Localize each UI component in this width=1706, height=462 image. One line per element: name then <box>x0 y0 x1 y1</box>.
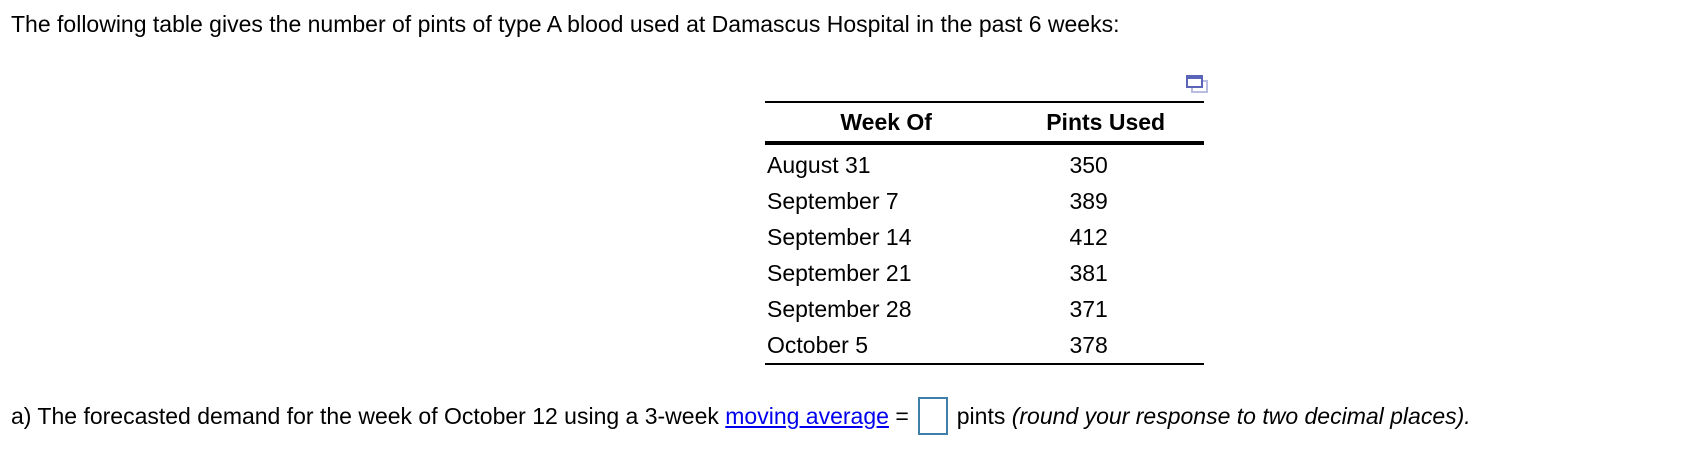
header-week-of: Week Of <box>840 108 932 135</box>
unit-label: pints <box>956 403 1006 429</box>
week-cell: September 21 <box>767 259 912 286</box>
blood-usage-table: Week Of Pints Used August 31 350 Septemb… <box>765 101 1204 365</box>
table-row: October 5 378 <box>765 327 1204 364</box>
week-cell: September 7 <box>767 187 899 214</box>
week-cell: September 28 <box>767 295 912 322</box>
pints-cell: 412 <box>1069 223 1108 250</box>
equals-sign: = <box>895 403 909 429</box>
moving-average-link[interactable]: moving average <box>725 403 889 429</box>
intro-text: The following table gives the number of … <box>11 11 1120 37</box>
week-cell: October 5 <box>767 331 868 358</box>
header-pints-used: Pints Used <box>1046 108 1166 135</box>
table-header-row: Week Of Pints Used <box>765 102 1204 143</box>
table-row: August 31 350 <box>765 143 1204 183</box>
popout-window-icon[interactable] <box>1185 74 1211 96</box>
table-row: September 21 381 <box>765 255 1204 291</box>
question-a: a) The forecasted demand for the week of… <box>11 397 1471 435</box>
week-cell: August 31 <box>767 151 871 178</box>
rounding-instruction: (round your response to two decimal plac… <box>1011 403 1471 429</box>
pints-cell: 371 <box>1069 295 1108 322</box>
pints-cell: 381 <box>1069 259 1108 286</box>
pints-cell: 378 <box>1069 331 1108 358</box>
table-row: September 7 389 <box>765 183 1204 219</box>
week-cell: September 14 <box>767 223 912 250</box>
pints-cell: 350 <box>1069 151 1108 178</box>
pints-cell: 389 <box>1069 187 1108 214</box>
question-prefix: a) The forecasted demand for the week of… <box>11 403 719 429</box>
forecast-answer-input[interactable] <box>917 397 948 435</box>
table-row: September 28 371 <box>765 291 1204 327</box>
table-row: September 14 412 <box>765 219 1204 255</box>
